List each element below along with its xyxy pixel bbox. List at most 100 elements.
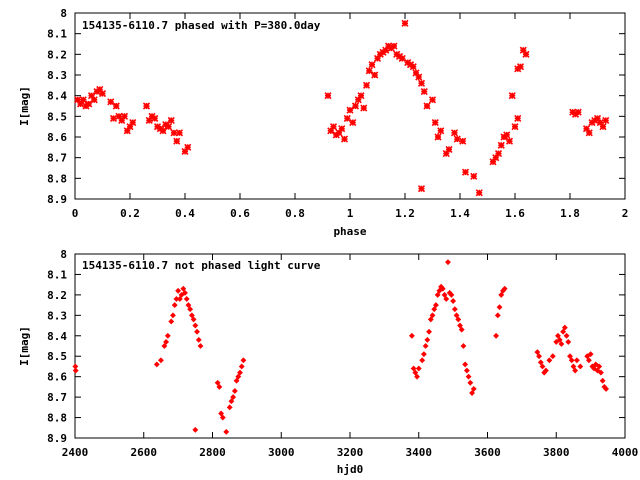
y-tick-label: 8.4: [47, 330, 67, 343]
data-point: [553, 338, 560, 345]
data-point: [555, 332, 561, 339]
y-tick-label: 8.7: [47, 152, 67, 165]
data-point: [185, 302, 192, 309]
data-point: [508, 92, 516, 100]
data-point: [434, 291, 441, 298]
data-point: [192, 426, 199, 433]
phased-light-curve-plot: 8 8.1 8.2 8.3 8.4 8.5 8.6 8.7 8.8 8.9 0 0.2 0.4 0.6 0.…: [18, 7, 628, 238]
data-point: [362, 81, 371, 89]
y-tick-label: 8.3: [47, 69, 67, 82]
data-point: [596, 363, 603, 370]
x-tick-label: 0.6: [230, 207, 250, 220]
data-point: [98, 90, 107, 98]
data-point: [459, 137, 467, 145]
y-tick-label: 8.5: [47, 110, 67, 123]
data-point: [178, 291, 185, 298]
data-point: [226, 404, 233, 411]
data-point: [584, 353, 591, 360]
x-axis-label: phase: [333, 225, 366, 238]
data-point: [445, 259, 451, 266]
data-point: [514, 114, 522, 122]
data-point: [516, 63, 525, 71]
data-point: [428, 96, 437, 104]
data-point: [183, 296, 190, 302]
data-point: [570, 363, 577, 370]
x-tick-label: 3600: [474, 446, 501, 459]
x-tick-label: 3800: [543, 446, 570, 459]
y-tick-label: 8.6: [47, 131, 67, 144]
data-point: [190, 316, 197, 323]
data-point: [423, 102, 431, 110]
data-point: [158, 357, 164, 364]
data-point: [408, 332, 415, 339]
data-point: [436, 287, 443, 294]
data-point: [453, 312, 460, 319]
data-point: [159, 127, 167, 135]
data-point: [175, 287, 182, 294]
data-point: [599, 377, 606, 384]
data-point: [561, 324, 568, 331]
data-point: [467, 379, 474, 386]
data-point: [371, 71, 379, 79]
data-point: [90, 96, 98, 104]
data-point: [460, 343, 467, 349]
data-point: [496, 304, 503, 311]
data-point: [420, 87, 428, 96]
data-point: [343, 114, 351, 122]
data-point: [170, 129, 178, 137]
data-point: [85, 100, 93, 108]
x-tick-label: 0.2: [120, 207, 140, 220]
data-point: [223, 428, 230, 435]
data-point: [494, 149, 503, 158]
data-point: [573, 357, 580, 364]
data-point: [123, 127, 131, 135]
data-point: [171, 302, 178, 309]
data-point: [587, 351, 594, 358]
data-point: [470, 386, 477, 392]
data-point: [455, 316, 462, 323]
data-point: [537, 359, 544, 366]
data-point: [398, 54, 406, 63]
data-point: [368, 61, 376, 69]
data-point: [109, 114, 118, 122]
x-tick-label: 1.8: [560, 207, 580, 220]
y-tick-label: 8.9: [47, 432, 67, 445]
data-point: [445, 145, 453, 153]
data-point: [599, 123, 607, 131]
data-point: [451, 306, 458, 313]
data-point: [176, 296, 183, 302]
data-point: [409, 63, 417, 71]
data-point: [475, 189, 483, 197]
y-tick-label: 8.1: [47, 268, 67, 281]
x-tick-label: 2800: [199, 446, 226, 459]
y-tick-label: 8.3: [47, 309, 67, 322]
data-point: [365, 67, 373, 75]
x-tick-label: 0.4: [175, 207, 195, 220]
x-tick-label: 0.8: [285, 207, 305, 220]
y-tick-label: 8.8: [47, 172, 67, 185]
data-point: [501, 285, 508, 292]
data-point: [187, 306, 194, 313]
x-tick-label: 2: [622, 207, 629, 220]
data-point: [192, 322, 199, 329]
data-point: [357, 92, 365, 100]
data-point: [433, 302, 439, 309]
data-point: [457, 322, 463, 329]
data-point: [536, 353, 542, 360]
data-point: [414, 373, 420, 380]
x-tick-label: 3000: [268, 446, 295, 459]
y-tick-label: 8.8: [47, 412, 67, 425]
data-point: [465, 373, 472, 380]
data-point: [497, 141, 505, 149]
data-point: [431, 306, 438, 313]
y-tick-label: 8.4: [47, 90, 67, 103]
data-point: [450, 129, 459, 137]
data-point: [415, 365, 422, 372]
data-point: [230, 394, 237, 401]
y-axis-label: I[mag]: [18, 86, 31, 126]
data-point: [443, 296, 450, 302]
data-point: [598, 369, 604, 376]
data-point: [493, 332, 500, 339]
data-point: [539, 363, 546, 370]
